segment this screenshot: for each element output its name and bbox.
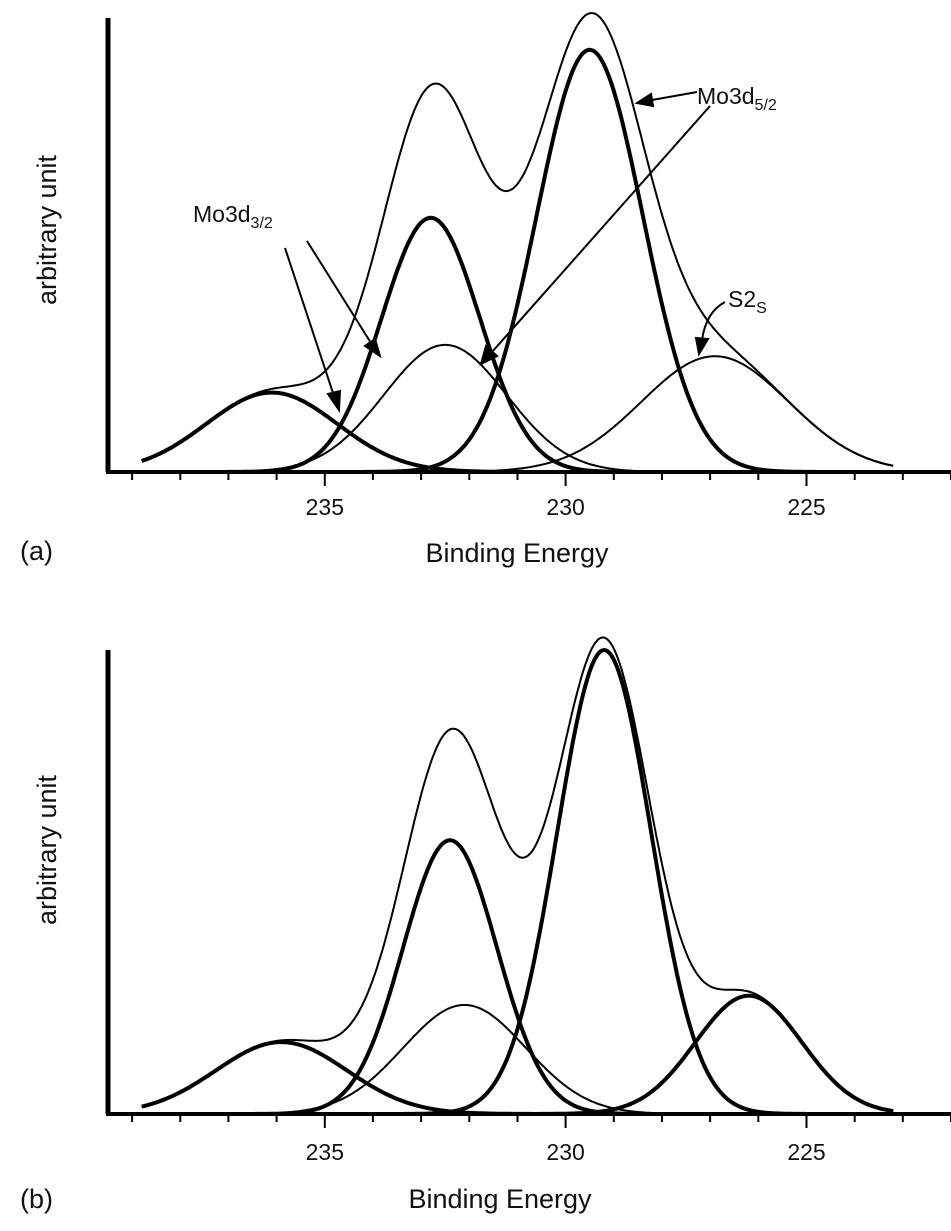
panel-a-tick-label-235: 235 [306,494,344,520]
panel-a-chart: 235 230 225 Binding Energy arbitrary uni… [20,12,951,568]
panel-b-component-curve-0 [141,1040,894,1116]
panel-b-y-axis-title: arbitrary unit [32,774,62,925]
panel-a-component-curve-0 [141,390,894,474]
panel-a-component-curve-1 [141,215,894,474]
arrow-s2s [694,301,726,357]
annotation-mo3d32: Mo3d3/2 [193,201,273,232]
panel-b-tick-label-225: 225 [787,1139,825,1165]
panel-a-curves [141,12,894,474]
annotation-mo3d52: Mo3d5/2 [697,83,777,114]
panel-b-component-curve-3 [141,648,894,1116]
arrow-mo3d32-outer [284,247,342,413]
panel-b-x-axis-title: Binding Energy [408,1184,592,1214]
panel-a-tick-label-225: 225 [787,494,825,520]
panel-b-envelope-curve [141,636,894,1112]
panel-b-ticks [131,1114,951,1128]
panel-a-envelope-curve [141,12,894,467]
arrow-mo3d32-inner [306,240,382,359]
arrow-mo3d52-major [634,91,698,108]
panel-a-component-curve-2 [141,343,894,473]
panel-a-component-curve-4 [141,355,894,473]
panel-b-label: (b) [20,1184,53,1214]
panel-a-ticks [131,472,951,486]
panel-a-label: (a) [20,536,53,566]
panel-a-tick-label-230: 230 [546,494,584,520]
panel-b-curves [141,636,894,1116]
panel-b-chart: 235 230 225 Binding Energy arbitrary uni… [20,636,951,1214]
panel-b-tick-label-235: 235 [306,1139,344,1165]
panel-a-y-axis-title: arbitrary unit [32,154,62,305]
annotation-s2s: S2S [728,286,767,317]
panel-b-tick-label-230: 230 [546,1139,584,1165]
arrow-mo3d52-minor [479,105,711,366]
panel-a-x-axis-title: Binding Energy [425,538,609,568]
panel-b-component-curve-1 [141,838,894,1116]
